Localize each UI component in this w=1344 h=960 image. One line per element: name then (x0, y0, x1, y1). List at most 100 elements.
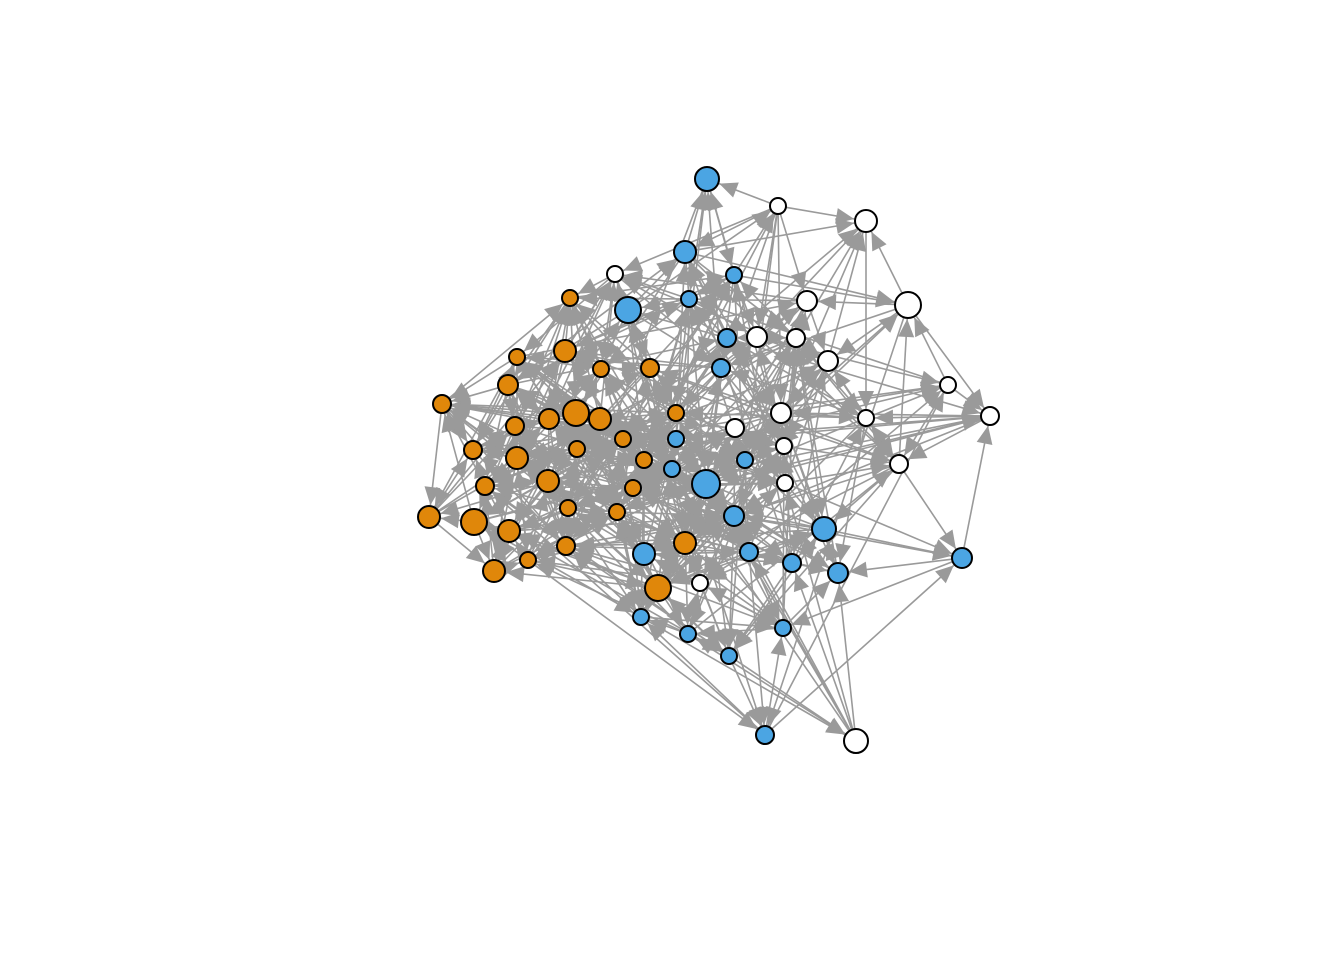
edge-arrowhead (641, 311, 661, 327)
edge-arrowhead (691, 606, 706, 626)
edge-arrowhead (605, 492, 626, 509)
node-white (691, 574, 709, 592)
edge-arrowhead (746, 706, 761, 726)
edge-arrowhead (764, 310, 783, 329)
edge (768, 392, 945, 728)
edge-arrowhead (707, 561, 728, 579)
edge-arrowhead (565, 457, 581, 477)
edge-arrowhead (757, 604, 777, 623)
edge-arrowhead (811, 580, 831, 600)
node-orange (667, 404, 685, 422)
edge-arrowhead (623, 256, 643, 271)
edge (648, 616, 775, 629)
node-white (725, 418, 745, 438)
edge-arrowhead (786, 348, 803, 367)
edge-arrowhead (753, 307, 770, 327)
edge-arrowhead (654, 535, 673, 552)
edge-arrowhead (758, 214, 774, 234)
edge (620, 278, 774, 407)
node-orange (497, 374, 519, 396)
edge (574, 548, 775, 626)
edge-arrowhead (537, 548, 557, 564)
edge-arrowhead (678, 443, 697, 463)
edge-arrowhead (573, 481, 592, 501)
edge (794, 572, 853, 730)
edge-arrowhead (690, 307, 706, 328)
edge (533, 564, 758, 730)
edge (694, 637, 846, 735)
edge-arrowhead (907, 443, 928, 460)
edge-arrowhead (842, 392, 861, 412)
edge-arrowhead (837, 337, 857, 355)
edge-arrowhead (576, 346, 596, 363)
node-white (817, 350, 839, 372)
edge-arrowhead (792, 530, 812, 546)
edge-arrowhead (657, 385, 673, 405)
edge-arrowhead (766, 705, 782, 726)
edge-arrowhead (743, 521, 764, 537)
edge (647, 620, 846, 736)
edge-arrowhead (875, 409, 894, 426)
edge-arrowhead (730, 369, 751, 385)
edge (757, 213, 778, 327)
edge-arrowhead (935, 565, 954, 584)
edge-arrowhead (695, 638, 716, 654)
node-orange (432, 394, 452, 414)
edge-arrowhead (539, 360, 558, 380)
node-blue (951, 547, 973, 569)
node-orange (460, 508, 488, 536)
node-orange (475, 476, 495, 496)
node-orange (556, 536, 576, 556)
edge-arrowhead (715, 283, 731, 303)
edge-arrowhead (542, 484, 562, 503)
edge-arrowhead (720, 468, 740, 485)
edge-arrowhead (833, 502, 853, 521)
edge-arrowhead (560, 475, 579, 492)
edge-arrowhead (848, 561, 868, 578)
edge-arrowhead (591, 488, 611, 507)
node-orange (608, 503, 626, 521)
edge-arrowhead (685, 405, 704, 422)
edge-arrowhead (475, 540, 491, 560)
node-white (606, 265, 624, 283)
edge-arrowhead (450, 422, 468, 442)
node-blue (755, 725, 775, 745)
edge (792, 485, 953, 555)
edge-arrowhead (679, 606, 696, 625)
edge-arrowhead (756, 347, 772, 368)
node-blue (811, 516, 837, 542)
edge-arrowhead (760, 420, 779, 439)
edge-arrowhead (810, 371, 826, 391)
edge (505, 571, 646, 588)
edge-arrowhead (688, 554, 704, 574)
edge-arrowhead (556, 453, 575, 473)
edge-arrowhead (576, 303, 596, 322)
node-blue (720, 647, 738, 665)
edge-arrowhead (775, 455, 792, 473)
edge-arrowhead (695, 191, 712, 211)
edge-arrowhead (799, 539, 817, 559)
node-blue (717, 328, 737, 348)
edge-arrowhead (914, 317, 930, 338)
edge-arrowhead (833, 583, 849, 603)
edge-arrowhead (515, 541, 533, 561)
edge-arrowhead (604, 341, 620, 361)
edge (575, 547, 693, 582)
edge-arrowhead (628, 323, 645, 343)
edge-arrowhead (602, 321, 620, 341)
edge (521, 431, 611, 507)
node-blue (632, 608, 650, 626)
edge-arrowhead (717, 464, 738, 481)
edge-arrowhead (543, 393, 564, 409)
edge-arrowhead (671, 385, 687, 405)
edge-arrowhead (520, 513, 540, 529)
edge-arrowhead (440, 500, 460, 517)
edge-arrowhead (544, 303, 564, 322)
edge-arrowhead (623, 276, 643, 292)
node-white (843, 728, 869, 754)
edge-arrowhead (784, 491, 800, 512)
edge-arrowhead (616, 450, 635, 467)
edge-arrowhead (450, 458, 468, 478)
edge-arrowhead (577, 278, 598, 294)
